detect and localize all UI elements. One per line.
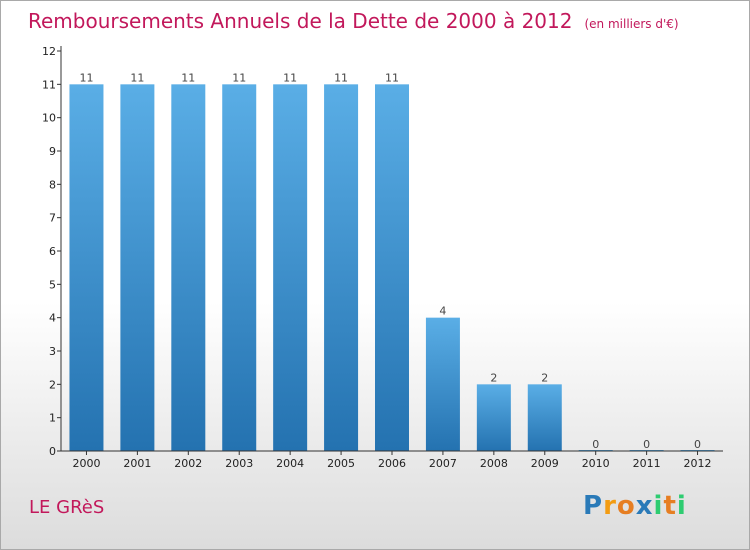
data-label: 0: [694, 438, 701, 451]
logo-letter: i: [676, 491, 687, 521]
y-tick-label: 8: [49, 178, 56, 191]
y-tick-label: 1: [49, 412, 56, 425]
data-label: 0: [643, 438, 650, 451]
bars-group: [69, 84, 715, 451]
y-tick-label: 6: [49, 245, 56, 258]
data-label: 4: [439, 305, 446, 318]
bar: [476, 384, 511, 451]
x-tick-label: 2002: [174, 457, 202, 470]
axes-group: [57, 46, 723, 455]
logo-letter: i: [653, 491, 664, 521]
data-label: 2: [490, 371, 497, 384]
y-tick-label: 12: [42, 45, 56, 58]
data-label: 0: [592, 438, 599, 451]
x-tick-label: 2008: [480, 457, 508, 470]
logo-letter: o: [616, 491, 636, 521]
bar: [273, 84, 308, 451]
x-tick-label: 2007: [429, 457, 457, 470]
y-tick-label: 0: [49, 445, 56, 458]
bar: [324, 84, 359, 451]
x-tick-label: 2009: [531, 457, 559, 470]
data-label: 11: [79, 71, 93, 84]
bar: [527, 384, 562, 451]
y-tick-label: 7: [49, 212, 56, 225]
y-tick-label: 11: [42, 78, 56, 91]
data-label: 11: [130, 71, 144, 84]
data-label: 11: [334, 71, 348, 84]
y-tick-label: 9: [49, 145, 56, 158]
data-label: 11: [283, 71, 297, 84]
y-tick-label: 4: [49, 312, 56, 325]
x-tick-label: 2001: [123, 457, 151, 470]
proxiti-logo: Proxiti: [583, 491, 687, 521]
x-tick-label: 2004: [276, 457, 304, 470]
labels-group: 0123456789101112200011200111200211200311…: [42, 45, 712, 470]
y-tick-label: 3: [49, 345, 56, 358]
x-tick-label: 2006: [378, 457, 406, 470]
data-label: 11: [385, 71, 399, 84]
chart-title: Remboursements Annuels de la Dette de 20…: [28, 9, 679, 33]
y-tick-label: 10: [42, 112, 56, 125]
data-label: 2: [541, 371, 548, 384]
logo-letter: x: [635, 491, 654, 521]
logo-letter: r: [603, 491, 617, 521]
x-tick-label: 2012: [684, 457, 712, 470]
title-unit: (en milliers d'€): [584, 17, 679, 31]
title-text: Remboursements Annuels de la Dette de 20…: [28, 9, 573, 33]
data-label: 11: [181, 71, 195, 84]
bar: [375, 84, 409, 451]
y-tick-label: 2: [49, 378, 56, 391]
logo-letter: P: [583, 491, 604, 521]
logo-letter: t: [663, 491, 677, 521]
bar: [69, 84, 104, 451]
y-tick-label: 5: [49, 278, 56, 291]
x-tick-label: 2011: [633, 457, 661, 470]
bar: [425, 317, 460, 451]
data-label: 11: [232, 71, 246, 84]
bar: [171, 84, 206, 451]
x-tick-label: 2010: [582, 457, 610, 470]
commune-name: LE GRèS: [29, 497, 105, 518]
bar: [222, 84, 257, 451]
x-tick-label: 2003: [225, 457, 253, 470]
bar: [120, 84, 155, 451]
x-tick-label: 2005: [327, 457, 355, 470]
x-tick-label: 2000: [72, 457, 100, 470]
